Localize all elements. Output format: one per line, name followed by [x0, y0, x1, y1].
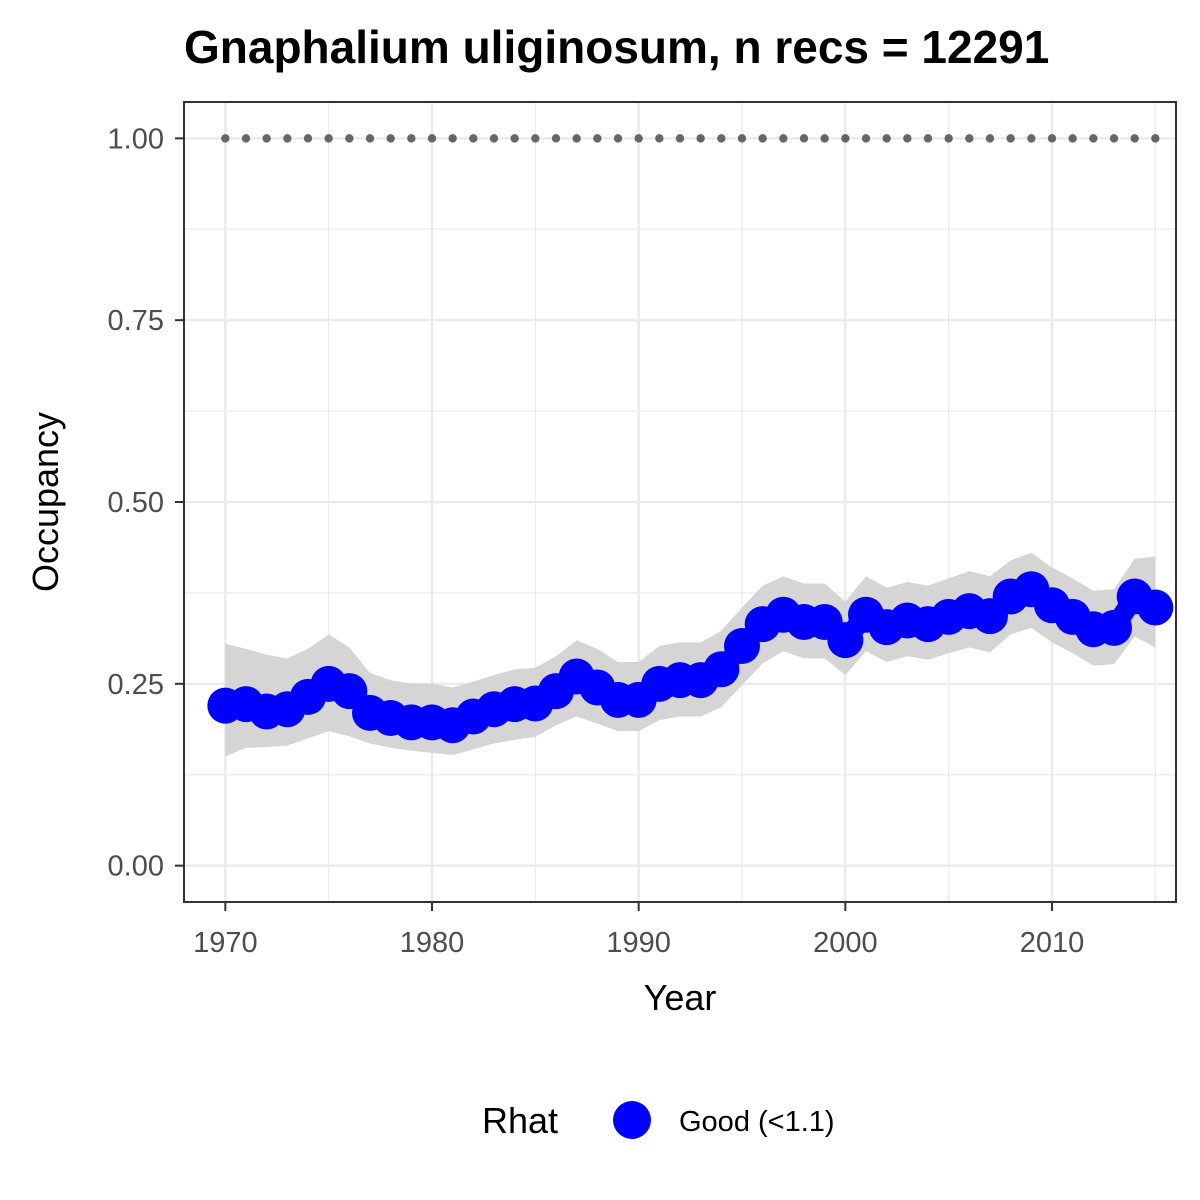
reference-dot: [262, 134, 271, 143]
legend-title: Rhat: [482, 1100, 558, 1141]
reference-dot: [345, 134, 354, 143]
reference-dot: [283, 134, 292, 143]
reference-dot: [820, 134, 829, 143]
reference-dot: [1047, 134, 1057, 143]
reference-dot: [613, 134, 623, 143]
reference-dot: [1027, 134, 1036, 143]
reference-dot: [779, 134, 788, 143]
reference-dot: [1109, 134, 1119, 143]
reference-dot: [861, 134, 871, 143]
reference-dot: [1151, 134, 1160, 143]
reference-dot: [1130, 134, 1139, 143]
reference-dot: [448, 134, 457, 143]
reference-dot: [386, 134, 395, 143]
x-axis-ticks: 1970 1980 1990 2000 2010: [193, 902, 1084, 959]
reference-dot: [427, 134, 437, 143]
reference-dot: [1068, 134, 1077, 143]
reference-dot: [531, 134, 540, 143]
reference-dot: [882, 134, 891, 143]
reference-dot: [985, 134, 995, 143]
data-point: [827, 622, 864, 659]
reference-dot: [841, 134, 850, 143]
reference-dot: [489, 134, 499, 143]
reference-dot: [551, 134, 561, 143]
reference-dot: [407, 134, 416, 143]
reference-dot: [717, 134, 726, 143]
y-tick-label: 0.25: [108, 669, 164, 701]
reference-dot: [923, 134, 933, 143]
reference-dot: [655, 134, 664, 143]
reference-dot: [965, 134, 974, 143]
y-tick-label: 1.00: [108, 123, 164, 155]
reference-dot: [1089, 134, 1098, 143]
data-point: [703, 651, 740, 688]
reference-dot: [696, 134, 705, 143]
reference-dot: [903, 134, 912, 143]
reference-dot: [758, 134, 767, 143]
reference-dot: [799, 134, 809, 143]
chart-title: Gnaphalium uliginosum, n recs = 12291: [184, 21, 1049, 73]
reference-dot: [944, 134, 953, 143]
x-axis-title: Year: [644, 977, 717, 1018]
x-tick-label: 2010: [1020, 927, 1085, 959]
x-tick-label: 1990: [606, 927, 671, 959]
y-axis-ticks: 0.00 0.25 0.50 0.75 1.00: [108, 123, 184, 883]
reference-dot: [593, 134, 602, 143]
reference-line-layer: [221, 134, 1160, 143]
reference-dot: [572, 134, 581, 143]
legend-key-good: [613, 1101, 651, 1139]
x-tick-label: 1980: [400, 927, 465, 959]
reference-dot: [510, 134, 519, 143]
reference-dot: [634, 134, 643, 143]
y-tick-label: 0.50: [108, 487, 164, 519]
reference-dot: [241, 134, 251, 143]
occupancy-points-layer: [207, 571, 1174, 744]
x-tick-label: 2000: [813, 927, 878, 959]
x-tick-label: 1970: [193, 927, 258, 959]
reference-dot: [365, 134, 375, 143]
y-axis-title: Occupancy: [25, 412, 66, 592]
reference-dot: [737, 134, 747, 143]
confidence-ribbon-layer: [225, 552, 1156, 757]
y-tick-label: 0.75: [108, 305, 164, 337]
reference-dot: [324, 134, 333, 143]
reference-dot: [675, 134, 685, 143]
reference-dot: [303, 134, 313, 143]
confidence-ribbon: [225, 552, 1156, 757]
reference-dot: [221, 134, 230, 143]
reference-dot: [1006, 134, 1015, 143]
legend: Rhat Good (<1.1): [482, 1100, 835, 1141]
legend-label-good: Good (<1.1): [679, 1106, 835, 1138]
reference-dot: [469, 134, 478, 143]
data-point: [1096, 609, 1132, 646]
data-point: [1137, 589, 1174, 626]
y-tick-label: 0.00: [108, 851, 164, 883]
